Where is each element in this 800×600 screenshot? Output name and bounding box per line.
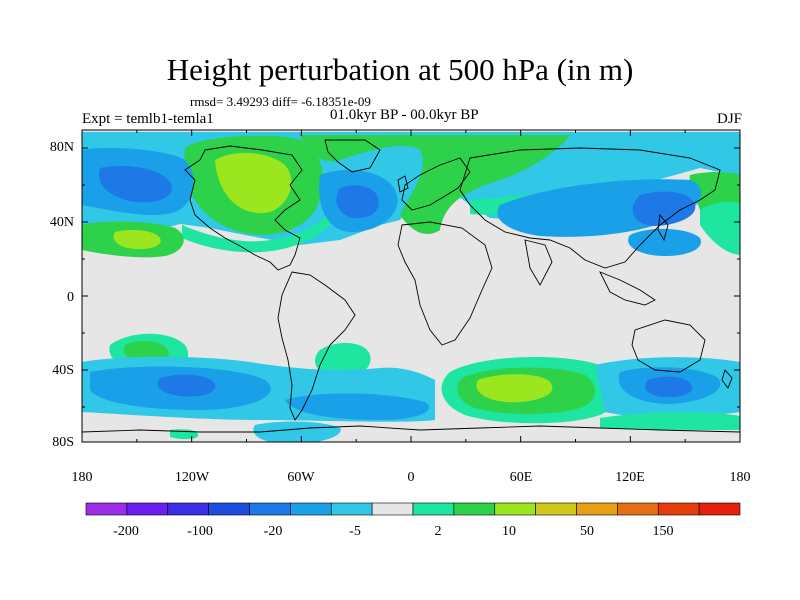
coast-japan xyxy=(657,213,669,242)
lat-label: 0 xyxy=(67,290,74,305)
colorbar-label: 150 xyxy=(653,524,674,539)
experiment-line: Expt = temlb1-temla1 xyxy=(82,111,214,127)
coast-antarctica xyxy=(82,425,740,433)
colorbar-label: -100 xyxy=(187,524,213,539)
colorbar-swatch xyxy=(698,502,741,516)
colorbar xyxy=(85,502,741,516)
lon-label: 120E xyxy=(615,470,645,485)
coastlines xyxy=(82,139,740,433)
colorbar-label: -20 xyxy=(264,524,283,539)
sh-darkblue-east xyxy=(645,376,693,398)
colorbar-swatch xyxy=(412,502,455,516)
stats-line: rmsd= 3.49293 diff= -6.18351e-09 xyxy=(190,94,371,109)
nh-yellowgreen-north-america xyxy=(215,152,292,214)
coast-uk xyxy=(397,175,409,193)
lon-label: 0 xyxy=(408,470,415,485)
colorbar-label: 50 xyxy=(580,524,594,539)
nh-darkblue-atlantic xyxy=(336,185,379,219)
lon-label: 120W xyxy=(175,470,210,485)
colorbar-label: -5 xyxy=(349,524,361,539)
colorbar-label: 2 xyxy=(435,524,442,539)
colorbar-swatch xyxy=(208,502,250,516)
coast-asia xyxy=(459,147,721,269)
coast-new-zealand xyxy=(721,369,733,389)
coast-africa xyxy=(397,221,493,346)
colorbar-swatch xyxy=(535,502,577,516)
lat-label: 40S xyxy=(52,363,74,378)
colorbar-swatch xyxy=(657,502,700,516)
colorbar-label: 10 xyxy=(502,524,516,539)
nh-teal-band-east xyxy=(700,201,740,255)
map-title: Height perturbation at 500 hPa (in m) xyxy=(166,52,634,87)
colorbar-swatch xyxy=(494,502,536,516)
sh-blue-south-atlantic xyxy=(285,393,430,420)
axis-ticks xyxy=(81,130,741,442)
nh-teal-fringe-north-america xyxy=(182,212,332,253)
colorbar-swatch xyxy=(167,502,209,516)
lon-label: 180 xyxy=(72,470,93,485)
coast-australia xyxy=(631,319,706,373)
lon-label: 60E xyxy=(510,470,533,485)
sh-cyan-antarctic xyxy=(253,421,341,442)
sh-yellowgreen-indian xyxy=(476,374,553,403)
colorbar-swatch xyxy=(576,502,618,516)
colorbar-swatch xyxy=(617,502,659,516)
nh-blue-pacific-east xyxy=(628,228,701,256)
colorbar-label: -200 xyxy=(113,524,139,539)
sh-darkblue-pacific xyxy=(157,374,216,397)
coast-europe xyxy=(401,157,471,211)
coast-greenland xyxy=(324,139,381,173)
contour-field xyxy=(82,130,740,442)
nh-yellowgreen-subtropic-west xyxy=(113,230,161,250)
sh-teal-south-america xyxy=(315,343,371,379)
coast-india xyxy=(524,239,553,286)
lat-label: 80N xyxy=(50,140,74,155)
lon-label: 60W xyxy=(287,470,315,485)
nh-green-atlantic-europe xyxy=(300,135,570,235)
lat-label: 40N xyxy=(50,215,74,230)
sh-teal-antarctic-east xyxy=(600,412,740,430)
nh-darkblue-asia xyxy=(632,191,696,226)
coast-south-america xyxy=(277,271,356,421)
colorbar-swatch xyxy=(330,502,373,516)
colorbar-swatch xyxy=(85,502,128,516)
colorbar-swatch xyxy=(371,502,414,516)
period-line: 01.0kyr BP - 00.0kyr BP xyxy=(330,107,479,123)
lon-label: 180 xyxy=(730,470,751,485)
coast-southeast-asia xyxy=(599,271,656,306)
colorbar-swatch xyxy=(453,502,496,516)
colorbar-swatch xyxy=(249,502,291,516)
season-label: DJF xyxy=(716,111,742,127)
colorbar-swatch xyxy=(290,502,332,516)
nh-darkblue-pacific xyxy=(99,165,172,203)
lat-label: 80S xyxy=(52,435,74,450)
colorbar-swatch xyxy=(126,502,169,516)
coast-north-america xyxy=(184,145,303,271)
